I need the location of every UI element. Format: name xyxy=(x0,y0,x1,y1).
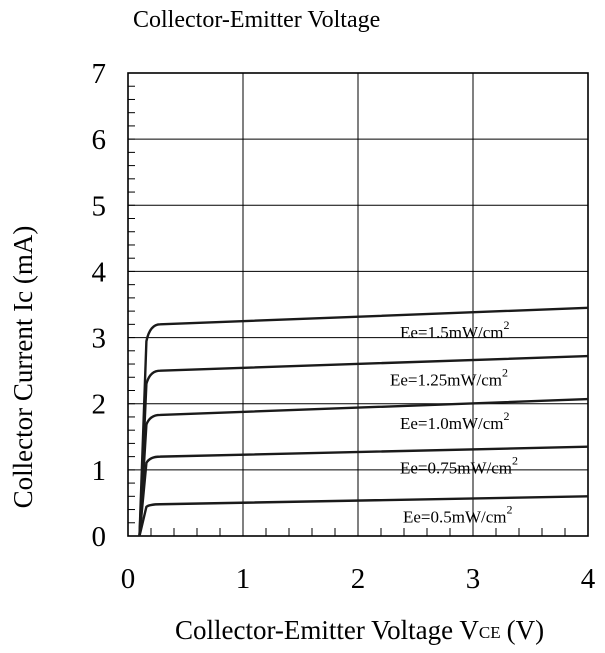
x-axis-label-subscript: CE xyxy=(479,623,501,642)
curve-label-superscript: 2 xyxy=(504,318,510,332)
curve-label: Ee=1.0mW/cm2 xyxy=(400,409,510,433)
x-tick-label: 0 xyxy=(121,563,136,595)
curve-label-text: Ee=1.25mW/cm xyxy=(390,370,502,389)
curve-line xyxy=(138,445,589,537)
y-tick-label: 0 xyxy=(92,521,107,553)
x-tick-labels: 0 1 2 3 4 xyxy=(121,563,596,595)
curves xyxy=(138,306,589,537)
curve-line xyxy=(138,354,589,537)
curve-label-text: Ee=0.75mW/cm xyxy=(400,459,512,478)
x-axis-label-main: Collector-Emitter Voltage V xyxy=(175,615,479,645)
curve-label-text: Ee=0.5mW/cm xyxy=(403,507,507,526)
y-tick-label: 4 xyxy=(92,256,107,288)
y-tick-label: 7 xyxy=(92,58,107,90)
y-tick-label: 3 xyxy=(92,323,107,355)
y-tick-label: 2 xyxy=(92,389,107,421)
y-tick-label: 6 xyxy=(92,124,107,156)
curve-line xyxy=(138,397,589,537)
y-tick-label: 5 xyxy=(92,190,107,222)
y-axis-label: Collector Current Ic (mA) xyxy=(8,226,38,509)
x-tick-label: 4 xyxy=(581,563,596,595)
y-tick-label: 1 xyxy=(92,455,107,487)
x-tick-label: 1 xyxy=(236,563,251,595)
x-axis-label: Collector-Emitter Voltage VCE (V) xyxy=(175,615,544,645)
curve-label-superscript: 2 xyxy=(502,365,508,379)
chart-title: Collector-Emitter Voltage xyxy=(133,7,380,33)
curve-line xyxy=(138,495,589,537)
x-tick-label: 3 xyxy=(466,563,481,595)
x-axis-label-unit: (V) xyxy=(507,615,544,645)
y-tick-labels: 0 1 2 3 4 5 6 7 xyxy=(92,58,107,553)
grid xyxy=(128,73,588,536)
plot-frame xyxy=(127,72,589,537)
minor-ticks xyxy=(127,72,589,537)
curve-label-superscript: 2 xyxy=(504,409,510,423)
curve-label-text: Ee=1.5mW/cm xyxy=(400,323,504,342)
curve-line xyxy=(138,306,589,537)
curve-label-superscript: 2 xyxy=(512,454,518,468)
curve-label-text: Ee=1.0mW/cm xyxy=(400,414,504,433)
curve-label: Ee=1.25mW/cm2 xyxy=(390,365,508,389)
curve-label: Ee=0.5mW/cm2 xyxy=(403,502,513,526)
curve-label: Ee=0.75mW/cm2 xyxy=(400,454,518,478)
curve-labels: Ee=1.5mW/cm2Ee=1.25mW/cm2Ee=1.0mW/cm2Ee=… xyxy=(390,318,518,526)
curve-label: Ee=1.5mW/cm2 xyxy=(400,318,510,342)
curve-label-superscript: 2 xyxy=(507,502,513,516)
x-tick-label: 2 xyxy=(351,563,366,595)
